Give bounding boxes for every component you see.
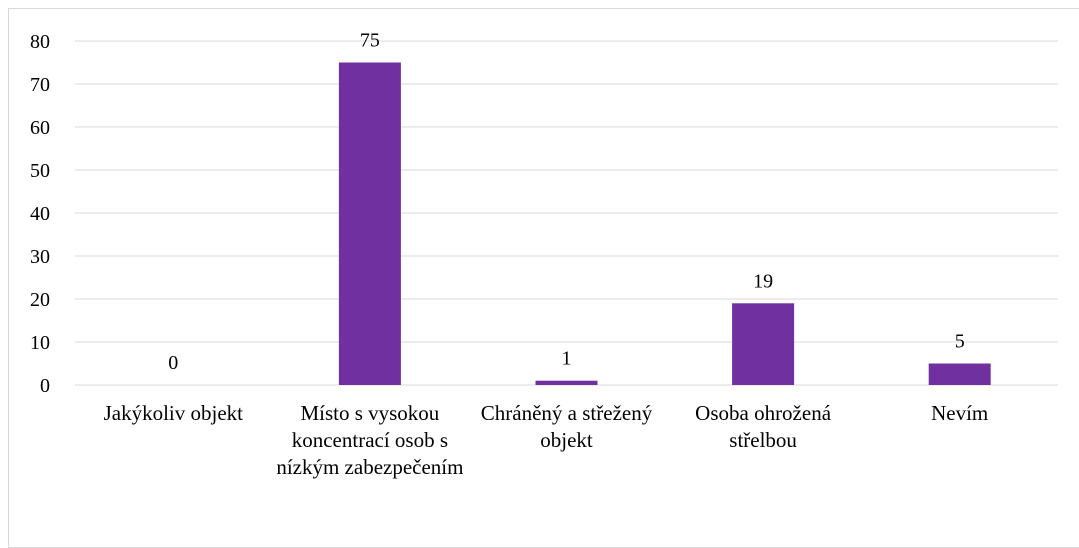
data-label: 0 [168, 352, 178, 374]
data-label: 1 [562, 348, 572, 370]
y-tick-label: 80 [30, 31, 50, 53]
x-tick-label: Osoba ohrožená střelbou [695, 401, 832, 452]
bar [928, 363, 991, 385]
x-tick-label: Chráněný a střežený objekt [480, 401, 653, 452]
data-label: 19 [753, 270, 773, 292]
data-label: 75 [360, 30, 380, 52]
y-tick-label: 20 [30, 289, 50, 311]
bar [338, 62, 401, 385]
x-tick-label: Místo s vysokou koncentrací osob s nízký… [276, 401, 464, 479]
y-tick-label: 70 [30, 74, 50, 96]
y-tick-label: 30 [30, 246, 50, 268]
bar [732, 303, 795, 385]
y-tick-label: 60 [30, 117, 50, 139]
y-tick-label: 10 [30, 332, 50, 354]
y-tick-label: 40 [30, 203, 50, 225]
x-tick-label: Jakýkoliv objekt [103, 401, 243, 425]
x-tick-label: Nevím [931, 401, 989, 425]
bar [535, 380, 598, 385]
y-tick-label: 50 [30, 160, 50, 182]
data-label: 5 [955, 331, 965, 353]
y-tick-label: 0 [40, 375, 50, 397]
